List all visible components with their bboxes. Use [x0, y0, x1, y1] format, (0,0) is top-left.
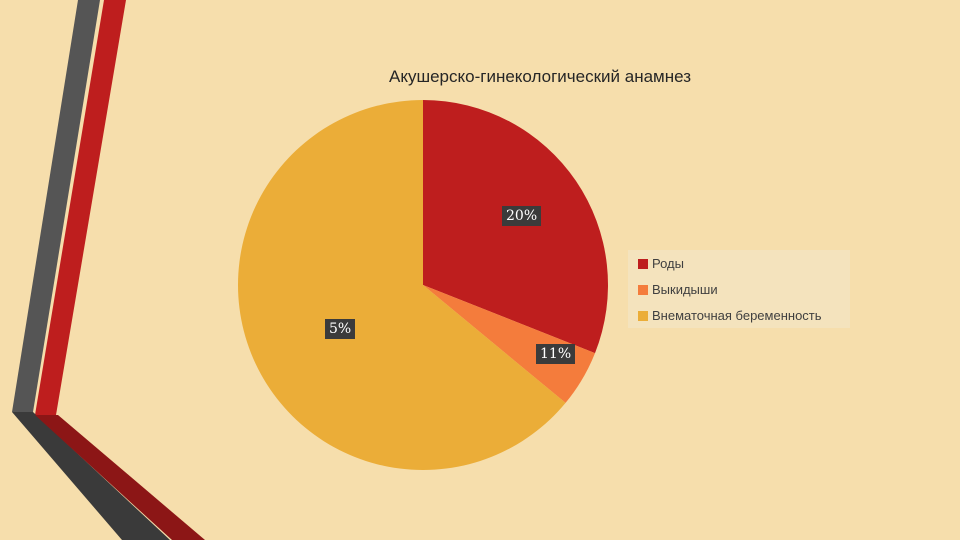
pie-slice-vnematochnaya: [237, 100, 566, 471]
data-label-vykidyshi: 11%: [536, 344, 576, 364]
pie-slice-rody: [423, 100, 608, 354]
data-label-vnematochnaya: 5%: [325, 319, 356, 339]
legend-swatch-vnematochnaya: [638, 310, 648, 321]
legend-item-vykidyshi: Выкидыши: [638, 282, 718, 297]
legend-item-vnematochnaya: Внематочная беременность: [638, 308, 822, 323]
chart-title: Акушерско-гинекологический анамнез: [389, 67, 691, 86]
stripe-dark-diagonal: [12, 412, 170, 540]
legend: Роды Выкидыши Внематочная беременность: [628, 250, 850, 328]
stripe-red: [35, 0, 126, 415]
data-label-rody: 20%: [502, 206, 542, 226]
stripe-red-diagonal: [35, 415, 205, 540]
legend-label-rody: Роды: [652, 256, 684, 271]
pie-slice-vykidyshi: [423, 285, 596, 403]
legend-swatch-rody: [638, 258, 648, 269]
stripe-dark: [12, 0, 100, 412]
legend-item-rody: Роды: [638, 256, 684, 271]
legend-label-vnematochnaya: Внематочная беременность: [652, 308, 822, 323]
legend-label-vykidyshi: Выкидыши: [652, 282, 718, 297]
legend-swatch-vykidyshi: [638, 284, 648, 295]
